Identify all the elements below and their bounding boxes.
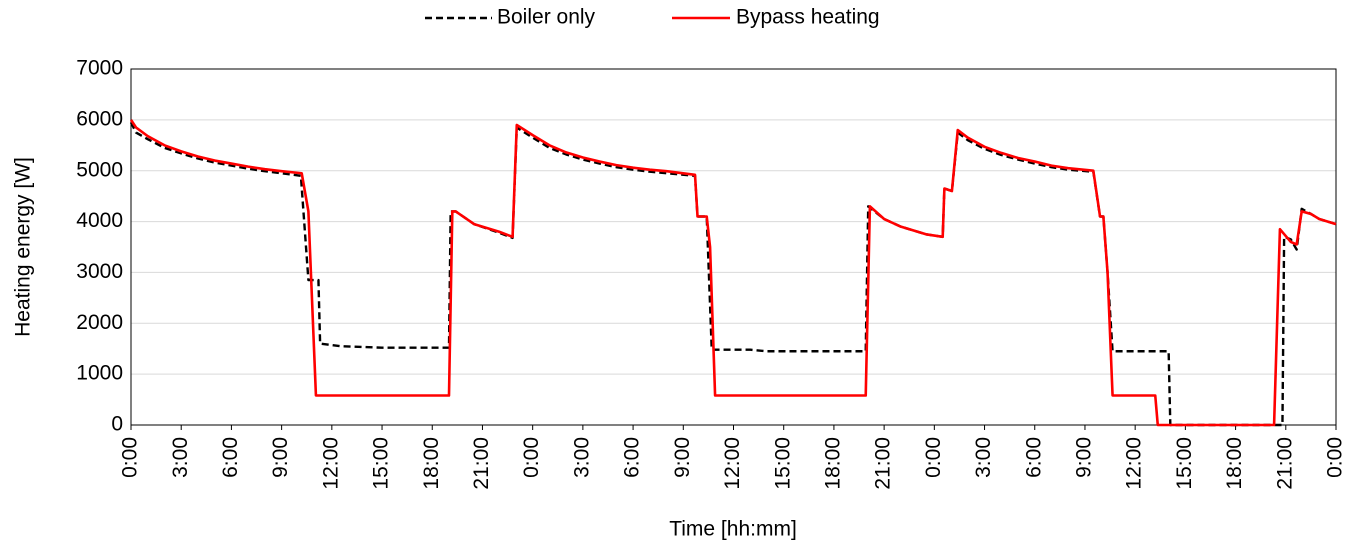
x-tick-label: 21:00 [872, 437, 895, 490]
x-tick-label: 18:00 [420, 437, 443, 490]
x-tick-label: 6:00 [1022, 437, 1045, 478]
x-tick-label: 9:00 [269, 437, 292, 478]
x-tick-label: 18:00 [1223, 437, 1246, 490]
y-tick-label: 2000 [76, 311, 123, 334]
legend-label: Boiler only [497, 6, 596, 29]
x-tick-label: 12:00 [721, 437, 744, 490]
y-tick-label: 7000 [76, 57, 123, 80]
x-tick-label: 21:00 [470, 437, 493, 490]
x-tick-label: 6:00 [219, 437, 242, 478]
x-tick-label: 18:00 [821, 437, 844, 490]
plot-frame [130, 68, 1337, 426]
y-axis-label: Heating energy [W] [12, 157, 35, 337]
x-axis-label: Time [hh:mm] [669, 518, 797, 541]
x-tick-label: 0:00 [520, 437, 543, 478]
x-tick-label: 3:00 [169, 437, 192, 478]
y-tick-label: 4000 [76, 209, 123, 232]
x-tick-label: 15:00 [771, 437, 794, 490]
x-tick-label: 6:00 [621, 437, 644, 478]
x-tick-label: 15:00 [1173, 437, 1196, 490]
x-tick-label: 21:00 [1273, 437, 1296, 490]
x-tick-label: 0:00 [922, 437, 945, 478]
x-tick-label: 3:00 [972, 437, 995, 478]
y-tick-label: 6000 [76, 107, 123, 130]
x-tick-label: 9:00 [1073, 437, 1096, 478]
x-tick-label: 12:00 [1123, 437, 1146, 490]
y-tick-label: 1000 [76, 362, 123, 385]
x-tick-label: 0:00 [1324, 437, 1347, 478]
x-tick-label: 9:00 [671, 437, 694, 478]
series-line [129, 119, 1337, 427]
y-tick-label: 5000 [76, 158, 123, 181]
x-tick-label: 0:00 [119, 437, 142, 478]
x-tick-label: 15:00 [370, 437, 393, 490]
y-tick-label: 3000 [76, 260, 123, 283]
legend-label: Bypass heating [736, 6, 880, 29]
y-tick-label: 0 [111, 413, 123, 436]
x-tick-label: 12:00 [319, 437, 342, 490]
x-tick-label: 3:00 [570, 437, 593, 478]
